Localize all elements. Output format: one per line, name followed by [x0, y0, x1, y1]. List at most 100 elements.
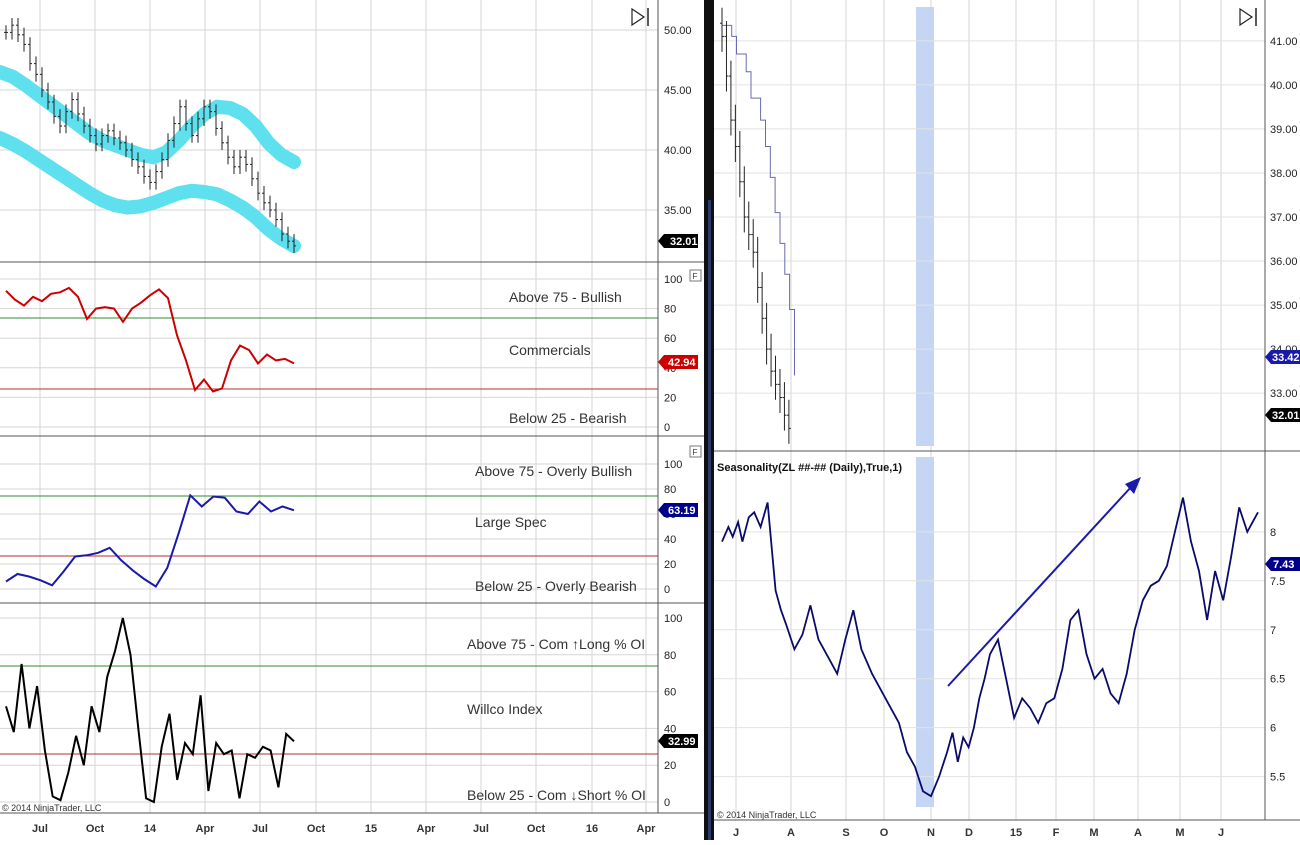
left-copyright: © 2014 NinjaTrader, LLC [2, 803, 102, 813]
left-price-bar [154, 164, 158, 190]
left-x-tick: Jul [32, 823, 48, 835]
seasonality-y-tick: 5.5 [1270, 772, 1285, 784]
right-x-axis-ticks: J A S O N D 15 F M A M J [733, 827, 1224, 839]
right-scroll-end-icon[interactable] [1239, 7, 1257, 27]
left-price-bar [142, 159, 146, 184]
right-price-y-tick: 38.00 [1270, 168, 1298, 180]
willco-series-line [5, 617, 295, 804]
left-price-bar [40, 67, 44, 98]
seasonality-y-tick: 6 [1270, 723, 1276, 735]
left-price-bar [16, 18, 20, 42]
willco-label-below: Below 25 - Com ↓Short % OI [467, 787, 646, 803]
left-x-tick: Jul [473, 823, 489, 835]
left-price-y-tick: 35.00 [664, 205, 692, 217]
right-x-tick: O [880, 827, 889, 839]
left-x-tick: Oct [86, 823, 105, 835]
left-price-bar [166, 133, 170, 167]
seasonality-series-line [721, 497, 1259, 798]
right-price-bar [751, 219, 756, 268]
left-x-tick: Apr [196, 823, 216, 835]
right-price-black-badge: 32.01 [1265, 408, 1300, 422]
left-price-bar [52, 94, 56, 124]
left-price-bar [22, 27, 26, 52]
window-divider-handle[interactable] [708, 200, 711, 840]
left-price-bar [46, 82, 50, 110]
right-price-bar [724, 21, 729, 92]
left-price-bar [160, 152, 164, 179]
left-price-bar [196, 111, 200, 143]
commercials-y-tick: 100 [664, 274, 682, 286]
right-price-blue-badge: 33.42 [1265, 350, 1300, 364]
left-price-panel: 50.00 45.00 40.00 35.00 32.01 [0, 7, 698, 254]
right-price-blue-value: 33.42 [1272, 352, 1300, 364]
large-spec-f-icon[interactable]: F [689, 445, 702, 458]
left-x-tick: 16 [586, 823, 598, 835]
left-price-bars [4, 18, 296, 254]
willco-y-tick: 0 [664, 797, 670, 809]
right-x-tick: N [927, 827, 935, 839]
right-price-bar [746, 201, 751, 251]
right-price-bar [769, 333, 774, 387]
left-price-bar [292, 234, 296, 254]
left-price-bar [202, 99, 206, 126]
right-window: 41.0040.0039.0038.0037.0036.0035.0034.00… [714, 0, 1300, 840]
right-price-y-tick: 39.00 [1270, 124, 1298, 136]
right-price-bar [760, 272, 765, 334]
left-x-tick: Oct [527, 823, 546, 835]
right-price-bar [764, 302, 769, 365]
commercials-y-tick: 0 [664, 422, 670, 434]
left-price-bar [208, 99, 212, 119]
left-price-bar [28, 37, 32, 71]
willco-y-tick: 100 [664, 613, 682, 625]
large_spec-y-tick: 100 [664, 459, 682, 471]
right-price-black-value: 32.01 [1272, 410, 1300, 422]
commercials-last-value: 42.94 [668, 357, 696, 369]
left-price-bar [130, 142, 134, 167]
right-price-y-tick: 37.00 [1270, 212, 1298, 224]
right-price-bar [773, 355, 778, 400]
left-price-bar [58, 109, 62, 134]
left-price-band [0, 65, 301, 253]
right-price-y-tick: 36.00 [1270, 256, 1298, 268]
right-x-tick: M [1175, 827, 1184, 839]
left-x-tick: Jul [252, 823, 268, 835]
right-x-tick: 15 [1010, 827, 1022, 839]
left-price-bar [244, 150, 248, 172]
left-price-band-lower [0, 131, 301, 253]
commercials-y-tick: 80 [664, 304, 676, 316]
large-spec-last-badge: 63.19 [658, 503, 698, 517]
willco-yticks: 100 80 60 40 20 0 [664, 613, 682, 809]
left-price-bar [268, 195, 272, 218]
right-x-tick: F [1053, 827, 1060, 839]
left-price-bar [256, 171, 260, 201]
willco-y-tick: 60 [664, 687, 676, 699]
left-price-last-badge: 32.01 [658, 234, 698, 248]
left-price-bar [148, 169, 152, 190]
left-price-bar [88, 118, 92, 143]
left-price-bar [184, 99, 188, 131]
commercials-label-below: Below 25 - Bearish [509, 410, 627, 426]
right-price-bar [733, 104, 738, 162]
large-spec-hgrid [0, 463, 658, 590]
right-x-tick: J [1218, 827, 1224, 839]
left-scroll-end-icon[interactable] [631, 7, 649, 27]
seasonality-title: Seasonality(ZL ##-## (Daily),True,1) [717, 462, 902, 474]
willco-label-above: Above 75 - Com ↑Long % OI [467, 636, 645, 652]
commercials-y-tick: 60 [664, 333, 676, 345]
large-spec-label-above: Above 75 - Overly Bullish [475, 463, 632, 479]
left-price-bar [238, 150, 242, 174]
left-x-tick: Apr [637, 823, 657, 835]
large_spec-y-tick: 0 [664, 584, 670, 596]
left-price-yticks: 50.00 45.00 40.00 35.00 [664, 25, 692, 217]
right-x-tick: A [1134, 827, 1142, 839]
commercials-f-icon[interactable]: F [689, 269, 702, 282]
right-vertical-grid [735, 0, 1222, 820]
willco-hgrid [0, 617, 658, 803]
left-price-bar [70, 92, 74, 119]
right-price-bar [720, 7, 724, 52]
right-x-tick: J [733, 827, 739, 839]
